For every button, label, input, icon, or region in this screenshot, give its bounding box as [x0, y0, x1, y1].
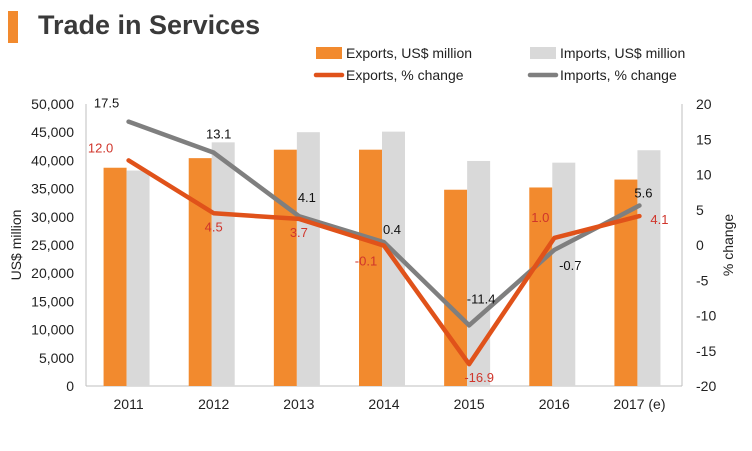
exports-change-label: 4.1 [650, 212, 668, 227]
x-tick-label: 2011 [114, 396, 144, 412]
right-tick-label: -15 [696, 343, 716, 359]
axes: 0 5,000 10,000 15,000 20,000 25,000 30,000 35,0… [8, 96, 736, 412]
data-labels: 12.0 4.5 3.7 -0.1 -16.9 1.0 4.1 17.5 13.1 4.1 0.4 -… [88, 96, 669, 386]
imports-bar [552, 162, 576, 386]
exports-change-label: -16.9 [464, 370, 494, 385]
imports-change-label: 17.5 [94, 96, 119, 111]
bars [103, 131, 661, 386]
exports-bar [359, 149, 382, 386]
legend-imports-line-label: Imports, % change [560, 67, 677, 83]
imports-change-label: -11.4 [467, 291, 496, 306]
exports-bar [188, 158, 212, 386]
left-tick-label: 40,000 [31, 152, 74, 168]
left-tick-label: 5,000 [39, 350, 74, 366]
x-tick-label: 2012 [198, 396, 229, 412]
title-accent-bar [8, 11, 18, 43]
exports-change-line [126, 158, 642, 367]
imports-bar [296, 132, 320, 386]
right-tick-label: 20 [696, 96, 712, 112]
right-tick-label: 10 [696, 167, 712, 183]
x-tick-label: 2016 [539, 396, 570, 412]
imports-change-label: 4.1 [298, 190, 316, 205]
exports-bar [529, 187, 553, 386]
imports-change-line [126, 119, 642, 328]
exports-change-label: -0.1 [355, 254, 377, 269]
left-tick-label: 35,000 [31, 181, 74, 197]
left-tick-label: 50,000 [31, 96, 74, 112]
right-tick-label: -5 [696, 272, 709, 288]
left-tick-label: 25,000 [31, 237, 74, 253]
right-tick-label: 5 [696, 202, 704, 218]
imports-bar [126, 170, 150, 386]
left-axis-title: US$ million [8, 210, 24, 281]
legend-exports-line-label: Exports, % change [346, 67, 464, 83]
exports-change-label: 3.7 [290, 225, 308, 240]
legend-imports-bar-label: Imports, US$ million [560, 45, 685, 61]
right-tick-label: -10 [696, 308, 716, 324]
imports-bar [637, 150, 661, 386]
left-tick-label: 30,000 [31, 209, 74, 225]
exports-change-label: 12.0 [88, 140, 113, 155]
x-tick-label: 2013 [283, 396, 314, 412]
legend-exports-bar-label: Exports, US$ million [346, 45, 472, 61]
right-tick-label: 15 [696, 131, 712, 147]
left-tick-label: 45,000 [31, 124, 74, 140]
left-tick-label: 15,000 [31, 293, 74, 309]
left-tick-label: 10,000 [31, 322, 74, 338]
imports-bar [467, 160, 491, 386]
exports-bar [273, 149, 297, 386]
x-tick-label: 2015 [454, 396, 485, 412]
legend: Exports, US$ million Imports, US$ million… [313, 45, 685, 83]
imports-change-label: 0.4 [383, 222, 401, 237]
exports-bar [614, 179, 638, 386]
left-tick-label: 0 [66, 378, 74, 394]
exports-change-label: 1.0 [531, 210, 549, 225]
right-tick-label: 0 [696, 237, 704, 253]
exports-bar [103, 167, 127, 386]
left-tick-label: 20,000 [31, 265, 74, 281]
x-tick-label: 2014 [368, 396, 399, 412]
imports-change-label: 5.6 [634, 186, 652, 201]
chart-title: Trade in Services [38, 10, 261, 40]
lines [126, 119, 642, 367]
right-tick-label: -20 [696, 378, 716, 394]
imports-bar [211, 142, 235, 386]
imports-change-label: 13.1 [206, 127, 231, 142]
legend-exports-bar-swatch [316, 47, 342, 59]
right-axis-title: % change [720, 214, 736, 276]
x-tick-label: 2017 (e) [613, 396, 665, 412]
exports-change-label: 4.5 [205, 219, 223, 234]
legend-imports-bar-swatch [530, 47, 556, 59]
imports-change-label: -0.7 [559, 258, 581, 273]
